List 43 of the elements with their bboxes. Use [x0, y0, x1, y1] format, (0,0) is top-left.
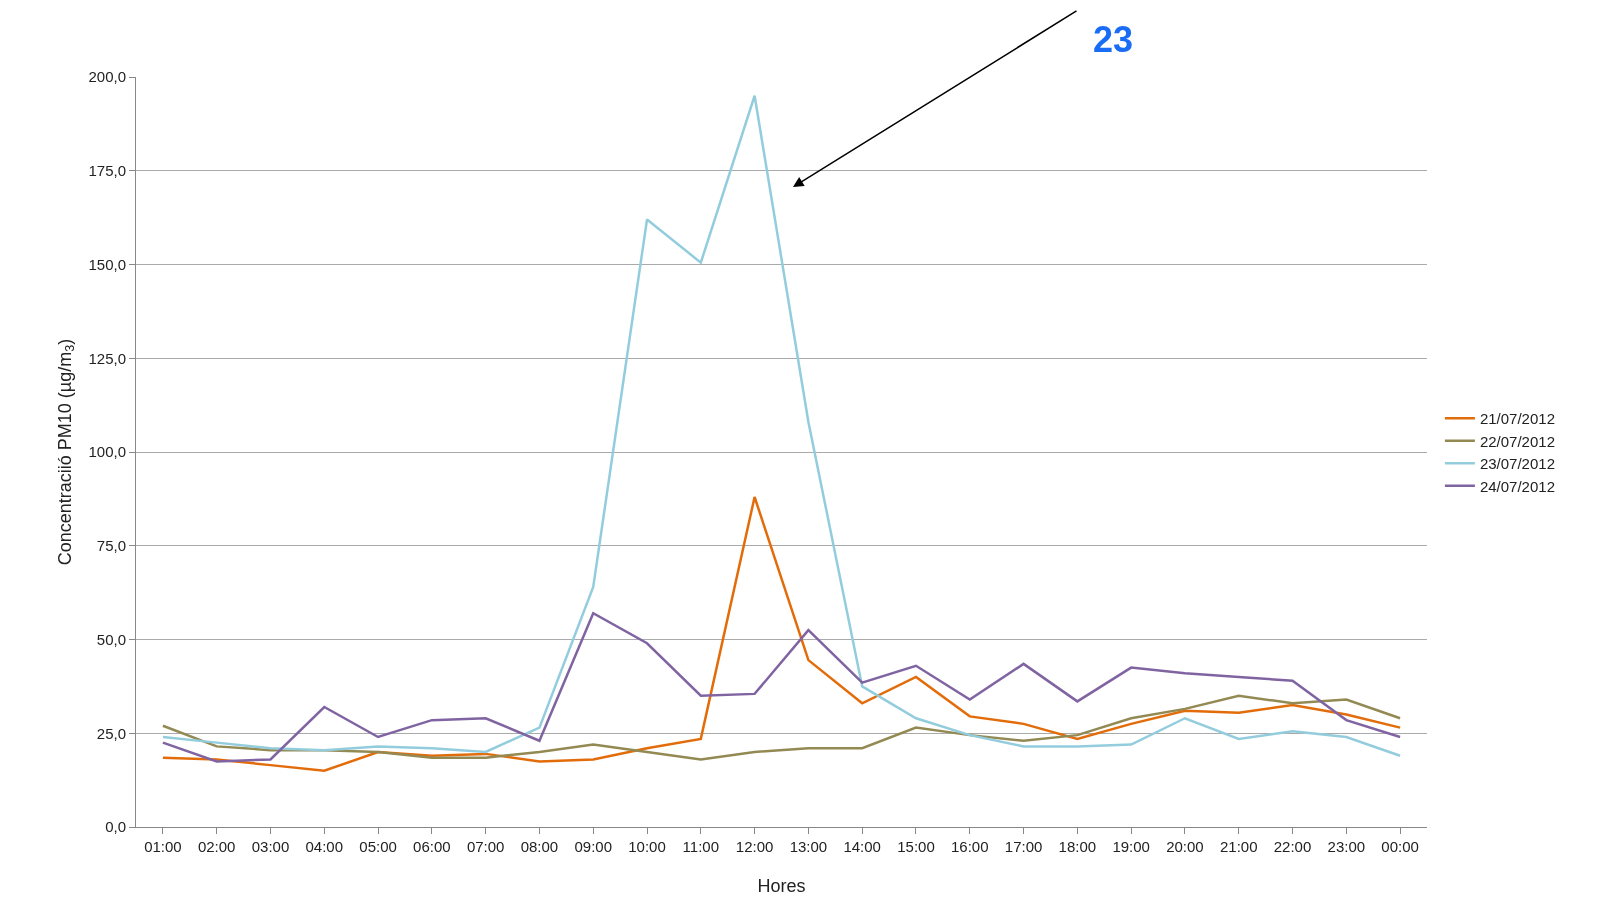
- line-series: [161, 612, 1402, 763]
- text: 23: [1093, 19, 1134, 60]
- x-tick-label: 05:00: [359, 838, 397, 855]
- y-tick-label: 200,0: [88, 68, 126, 86]
- x-tick-label: 20:00: [1166, 838, 1204, 855]
- x-tick-label: 03:00: [251, 838, 290, 855]
- x-tick-label: 12:00: [735, 838, 774, 855]
- x-tick-label: 23:00: [1327, 838, 1366, 855]
- x-tick-label: 19:00: [1112, 838, 1150, 855]
- x-tick-label: 09:00: [574, 838, 612, 855]
- y-tick-label: 150,0: [88, 255, 126, 273]
- x-tick-label: 13:00: [789, 838, 828, 855]
- x-tick-label: 10:00: [628, 838, 666, 855]
- x-tick-label: 04:00: [305, 838, 344, 855]
- x-tick-label: 00:00: [1381, 838, 1419, 855]
- y-tick-label: 100,0: [88, 443, 126, 461]
- y-tick-label: 25,0: [96, 724, 126, 742]
- y-tick-label: 175,0: [88, 162, 126, 179]
- x-tick-label: 21:00: [1219, 838, 1258, 855]
- line-series: [161, 694, 1402, 761]
- y-tick-label: 125,0: [88, 349, 126, 367]
- x-tick-label: 07:00: [466, 838, 505, 855]
- x-tick-label: 14:00: [843, 838, 881, 855]
- x-tick-label: 16:00: [951, 838, 989, 855]
- x-tick-label: 17:00: [1004, 838, 1043, 855]
- line-series: [161, 94, 1402, 757]
- x-tick-label: 15:00: [897, 838, 935, 855]
- line-series: [161, 495, 1402, 772]
- legend-label: 21/07/2012: [1479, 410, 1555, 428]
- legend-label: 24/07/2012: [1479, 477, 1555, 495]
- x-tick-label: 06:00: [413, 838, 451, 855]
- y-tick-label: 50,0: [96, 630, 126, 648]
- x-tick-label: 02:00: [197, 838, 236, 855]
- legend-label: 22/07/2012: [1479, 432, 1555, 450]
- x-tick-label: 11:00: [682, 838, 720, 855]
- y-tick-label: 75,0: [96, 537, 126, 554]
- x-tick-label: 01:00: [144, 838, 182, 855]
- y-tick-label: 0,0: [105, 818, 126, 836]
- x-axis-title: Hores: [757, 876, 806, 897]
- x-tick-label: 22:00: [1273, 838, 1312, 855]
- x-tick-label: 18:00: [1058, 838, 1097, 855]
- legend-label: 23/07/2012: [1479, 455, 1555, 473]
- x-tick-label: 08:00: [520, 838, 559, 855]
